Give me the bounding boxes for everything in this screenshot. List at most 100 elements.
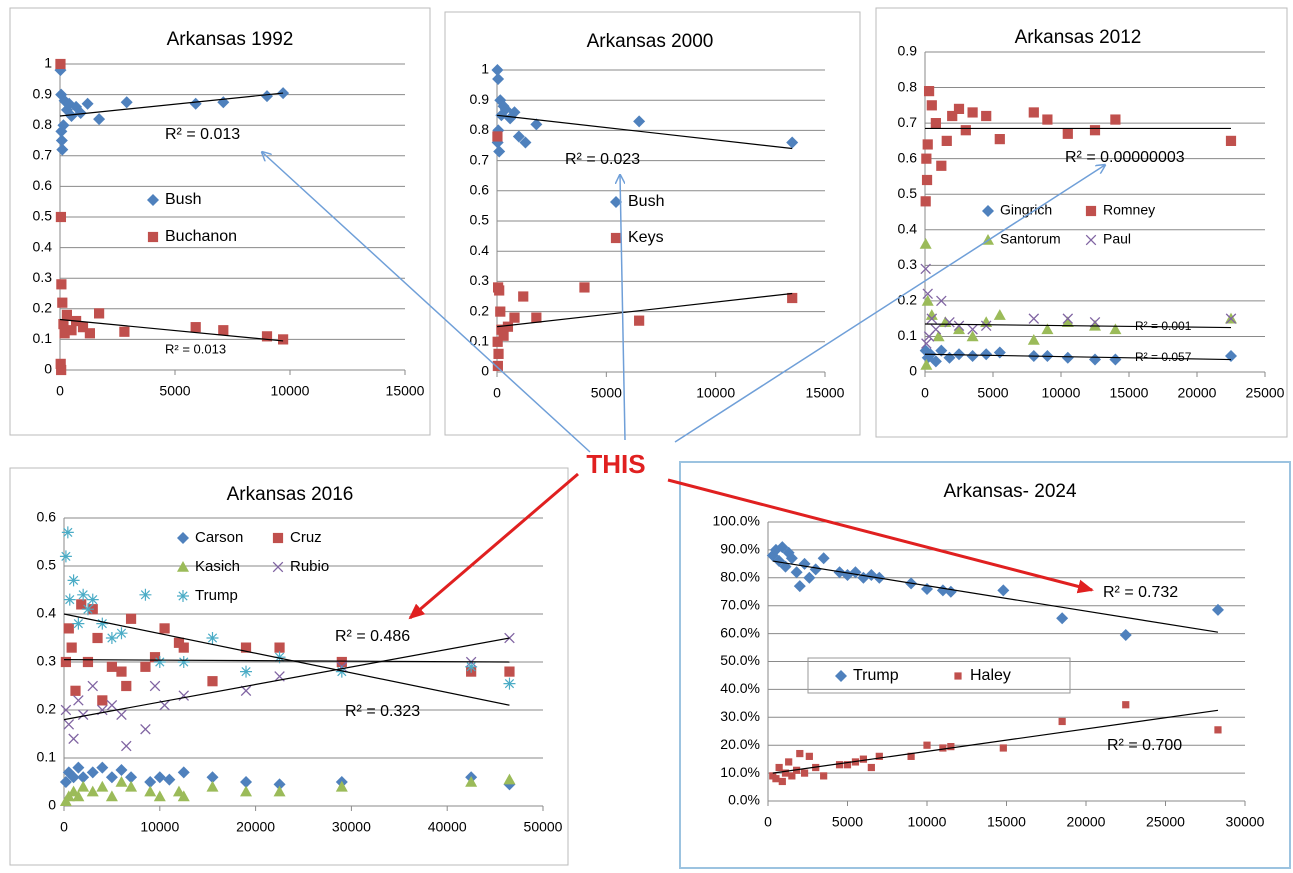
legend-label: Trump (195, 587, 238, 604)
point (947, 742, 955, 751)
point (189, 97, 202, 110)
point (206, 771, 219, 784)
y-tick-label: 30.0% (720, 708, 760, 724)
legend-marker (272, 532, 284, 544)
point (1225, 313, 1237, 324)
point (493, 348, 504, 359)
point (56, 143, 69, 156)
point (775, 763, 783, 772)
legend-label: Keys (628, 229, 664, 246)
point (922, 288, 933, 300)
point (96, 780, 109, 792)
point (206, 780, 219, 792)
point (207, 676, 218, 687)
point (273, 785, 286, 797)
point (105, 632, 118, 644)
arrow (674, 165, 1105, 443)
point (1211, 603, 1224, 616)
trendline (772, 709, 1219, 774)
point (115, 764, 128, 776)
point (820, 772, 828, 780)
point (1028, 107, 1039, 118)
point (1027, 334, 1040, 345)
r-squared-label: R² = 0.323 (345, 703, 420, 720)
x-tick-label: 0 (921, 385, 929, 401)
point (261, 90, 273, 103)
point (240, 642, 252, 653)
point (58, 319, 69, 330)
point (61, 309, 72, 321)
point (82, 656, 94, 668)
point (920, 196, 931, 207)
y-tick-label: 0 (48, 797, 56, 813)
point (531, 312, 542, 323)
y-tick-label: 0.3 (37, 653, 57, 669)
x-tick-label: 20000 (236, 819, 275, 835)
x-tick-label: 0 (60, 819, 68, 835)
legend-label: Rubio (290, 558, 329, 575)
y-tick-label: 0.3 (470, 272, 490, 288)
legend-label: Bush (628, 193, 664, 210)
y-tick-label: 0.3 (33, 269, 53, 285)
point (61, 526, 74, 539)
point (843, 761, 852, 769)
r-squared-label: R² = 0.057 (1135, 350, 1192, 364)
point (240, 685, 252, 697)
point (997, 584, 1010, 597)
point (981, 110, 992, 122)
r-squared-label: R² = 0.001 (1135, 319, 1192, 333)
y-tick-label: 40.0% (720, 680, 760, 696)
point (55, 211, 67, 223)
point (859, 755, 867, 763)
point (518, 291, 529, 302)
y-tick-label: 10.0% (720, 764, 760, 780)
x-tick-label: 10000 (696, 385, 735, 401)
point (492, 73, 505, 86)
point (944, 316, 955, 328)
x-tick-label: 25000 (1246, 385, 1285, 401)
point (953, 323, 965, 335)
point (261, 331, 273, 342)
point (140, 661, 151, 672)
point (817, 552, 830, 565)
point (465, 776, 478, 787)
point (930, 118, 941, 129)
point (190, 322, 201, 333)
trendline (59, 92, 284, 117)
point (491, 64, 504, 76)
y-tick-label: 0.5 (898, 185, 918, 201)
point (634, 315, 645, 326)
point (335, 780, 348, 792)
point (81, 97, 94, 110)
y-tick-label: 0.4 (33, 238, 53, 254)
point (177, 766, 190, 779)
point (1062, 128, 1073, 139)
point (55, 125, 68, 138)
point (772, 775, 780, 783)
y-tick-label: 0.4 (470, 242, 490, 258)
legend-marker (177, 561, 189, 572)
point (86, 766, 99, 779)
point (805, 752, 813, 760)
point (922, 139, 933, 150)
point (65, 110, 78, 123)
trendline (496, 292, 793, 328)
point (77, 709, 89, 721)
point (1089, 125, 1101, 136)
point (86, 785, 99, 797)
legend-label: Kasich (195, 558, 240, 575)
point (509, 312, 520, 323)
point (1119, 628, 1132, 641)
point (218, 325, 229, 336)
legend-marker (177, 590, 189, 602)
y-tick-label: 0.1 (898, 327, 918, 343)
point (921, 153, 932, 164)
r-squared-label: R² = 0.013 (165, 341, 226, 356)
point (96, 617, 109, 630)
point (512, 130, 525, 143)
point (1110, 114, 1121, 125)
point (800, 769, 809, 777)
point (920, 358, 933, 370)
y-tick-label: 0.6 (33, 177, 53, 193)
point (86, 593, 99, 606)
